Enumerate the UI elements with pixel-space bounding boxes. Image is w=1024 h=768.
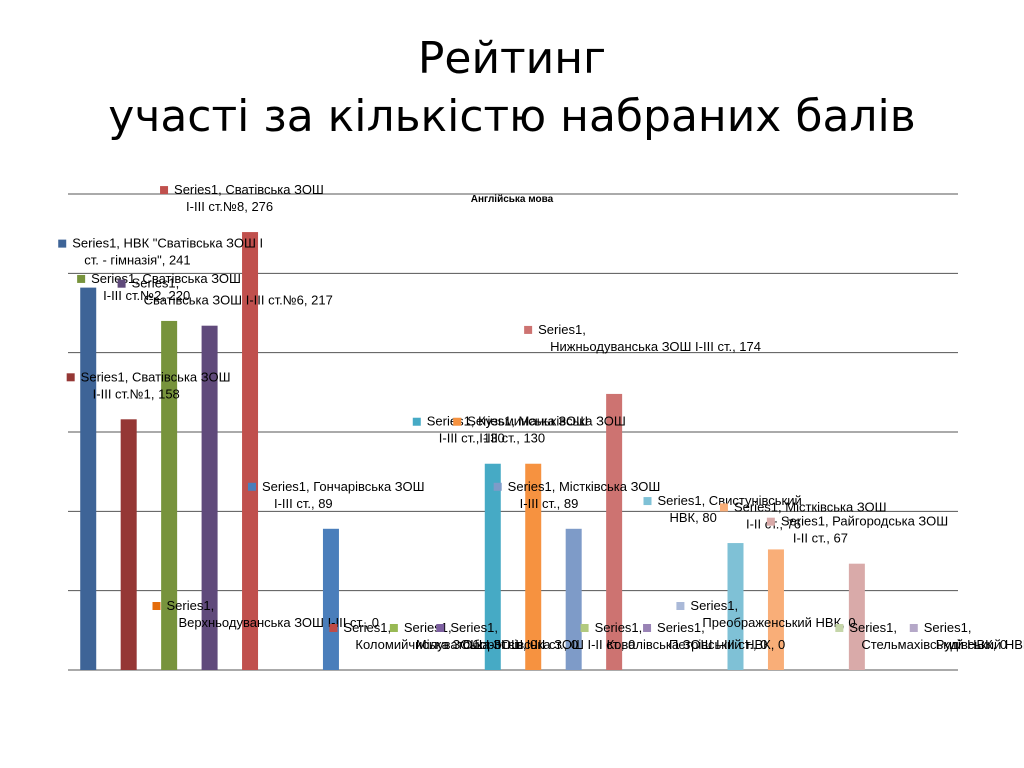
data-label: Series1, Райгородська ЗОШ І-ІІ ст., 67 bbox=[766, 514, 948, 546]
data-label-text: Series1, Преображенський НВК, 0 bbox=[690, 598, 855, 630]
legend-key bbox=[117, 279, 126, 288]
data-label-text: Series1, Маньківська ЗОШ І-ІІІ ст., 130 bbox=[467, 414, 626, 446]
legend-key bbox=[453, 417, 462, 426]
bar bbox=[120, 419, 137, 670]
data-label: Series1, Містківська ЗОШ І-ІІІ ст., 89 bbox=[493, 479, 661, 511]
data-label: Series1, Преображенський НВК, 0 bbox=[676, 598, 856, 630]
bar bbox=[606, 393, 623, 670]
data-label-text: Series1, Нижньодуванська ЗОШ І-ІІІ ст., 1… bbox=[538, 322, 761, 354]
legend-key bbox=[58, 239, 67, 248]
data-label-text: Series1, Сватівська ЗОШ І-ІІІ ст.№8, 276 bbox=[174, 182, 324, 214]
bar bbox=[161, 320, 178, 670]
legend-key bbox=[643, 624, 652, 632]
legend-key bbox=[580, 624, 589, 632]
data-label: Series1,Рудівський НВК, 0 bbox=[909, 620, 1024, 652]
chart-bars bbox=[80, 232, 865, 670]
legend-key bbox=[77, 274, 86, 283]
bar bbox=[242, 232, 259, 670]
bar bbox=[80, 287, 97, 670]
legend-key bbox=[247, 482, 256, 491]
data-label: Series1, Петрівський НВК, 0 bbox=[643, 620, 785, 652]
data-label-text: Series1, Коломийчиська ЗОШ І-ІІІ ст., 0 bbox=[343, 620, 537, 652]
legend-key bbox=[493, 482, 502, 491]
data-label: Series1, Свистунівський НВК, 80 bbox=[643, 493, 802, 525]
chart-title: Англійська мова bbox=[471, 194, 554, 205]
bar bbox=[848, 563, 865, 670]
bar bbox=[767, 549, 784, 670]
legend-key bbox=[66, 373, 75, 382]
bar bbox=[201, 325, 218, 670]
data-label-text: Series1, Верхньодуванська ЗОШ І-ІІІ ст., … bbox=[167, 598, 380, 630]
data-label-text: Series1, Сватівська ЗОШ І-ІІІ ст.№6, 217 bbox=[132, 276, 333, 308]
bar bbox=[322, 528, 339, 670]
legend-key bbox=[412, 417, 421, 426]
legend-key bbox=[909, 624, 918, 632]
data-label-text: Series1, Свистунівський НВК, 80 bbox=[658, 493, 802, 525]
data-label: Series1, Сватівська ЗОШ І-ІІІ ст.№6, 217 bbox=[117, 276, 333, 308]
data-label: Series1, Мілуватська ЗОШ І-ІІІ ст., 0 bbox=[389, 620, 578, 652]
data-label: Series1, Оборотнівська ЗОШ І-ІІ ст., 0 bbox=[436, 620, 635, 652]
legend-key bbox=[389, 624, 398, 632]
data-label: Series1, Нижньодуванська ЗОШ І-ІІІ ст., 1… bbox=[524, 322, 761, 354]
data-label: Series1, Кузьминська ЗОШ І-ІІІ ст., 130 bbox=[412, 414, 588, 446]
legend-key bbox=[524, 325, 533, 334]
data-label-text: Series1, Сватівська ЗОШ І-ІІІ ст.№1, 158 bbox=[81, 369, 231, 401]
data-label: Series1, Ковалівська ЗОШ І-ІІІ ст., 0 bbox=[580, 620, 768, 652]
bar bbox=[525, 463, 542, 670]
legend-key bbox=[329, 624, 338, 632]
data-label-text: Series1, Ковалівська ЗОШ І-ІІІ ст., 0 bbox=[595, 620, 768, 652]
legend-key bbox=[835, 624, 844, 632]
slide-title-line-2: участі за кількістю набраних балів bbox=[108, 91, 916, 142]
legend-key bbox=[766, 517, 775, 526]
data-label: Series1, Сватівська ЗОШ І-ІІІ ст.№8, 276 bbox=[160, 182, 324, 214]
data-label-text: Series1, Райгородська ЗОШ І-ІІ ст., 67 bbox=[781, 514, 948, 546]
data-label-text: Series1, Сватівська ЗОШ І-ІІІ ст.№2, 220 bbox=[91, 271, 241, 303]
legend-key bbox=[676, 602, 685, 610]
bar bbox=[484, 463, 501, 670]
legend-key bbox=[160, 186, 169, 195]
data-label: Series1, Гончарівська ЗОШ І-ІІІ ст., 89 bbox=[247, 479, 425, 511]
data-label: Series1, Маньківська ЗОШ І-ІІІ ст., 130 bbox=[453, 414, 626, 446]
legend-key bbox=[719, 503, 728, 512]
slide-title-line-1: Рейтинг bbox=[417, 33, 607, 84]
data-label-text: Series1, Містківська ЗОШ І-ІІІ ст., 89 bbox=[508, 479, 661, 511]
data-label: Series1, Стельмахівський НВК, 0 bbox=[835, 620, 1007, 652]
data-label: Series1, Коломийчиська ЗОШ І-ІІІ ст., 0 bbox=[329, 620, 537, 652]
data-label-text: Series1, Гончарівська ЗОШ І-ІІІ ст., 89 bbox=[262, 479, 425, 511]
data-label-text: Series1, Мілуватська ЗОШ І-ІІІ ст., 0 bbox=[404, 620, 578, 652]
legend-key bbox=[152, 602, 161, 610]
bar bbox=[727, 543, 744, 670]
legend-key bbox=[643, 497, 652, 506]
data-label: Series1, Верхньодуванська ЗОШ І-ІІІ ст., … bbox=[152, 598, 380, 630]
data-label-text: Series1, Кузьминська ЗОШ І-ІІІ ст., 130 bbox=[427, 414, 588, 446]
data-label-text: Series1, Оборотнівська ЗОШ І-ІІ ст., 0 bbox=[450, 620, 635, 652]
legend-key bbox=[436, 624, 445, 632]
data-label-text: Series1, Стельмахівський НВК, 0 bbox=[849, 620, 1007, 652]
slide-title: Рейтинг участі за кількістю набраних бал… bbox=[0, 30, 1024, 146]
data-label: Series1, Сватівська ЗОШ І-ІІІ ст.№1, 158 bbox=[66, 369, 231, 401]
data-label-text: Series1, Петрівський НВК, 0 bbox=[657, 620, 785, 652]
bar bbox=[565, 528, 582, 670]
data-label-text: Series1,Рудівський НВК, 0 bbox=[924, 620, 1024, 652]
data-label: Series1, Сватівська ЗОШ І-ІІІ ст.№2, 220 bbox=[77, 271, 241, 303]
